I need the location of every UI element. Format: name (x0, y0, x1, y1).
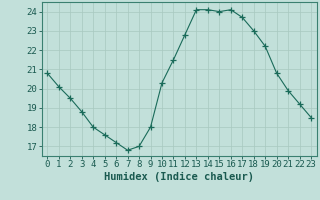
X-axis label: Humidex (Indice chaleur): Humidex (Indice chaleur) (104, 172, 254, 182)
